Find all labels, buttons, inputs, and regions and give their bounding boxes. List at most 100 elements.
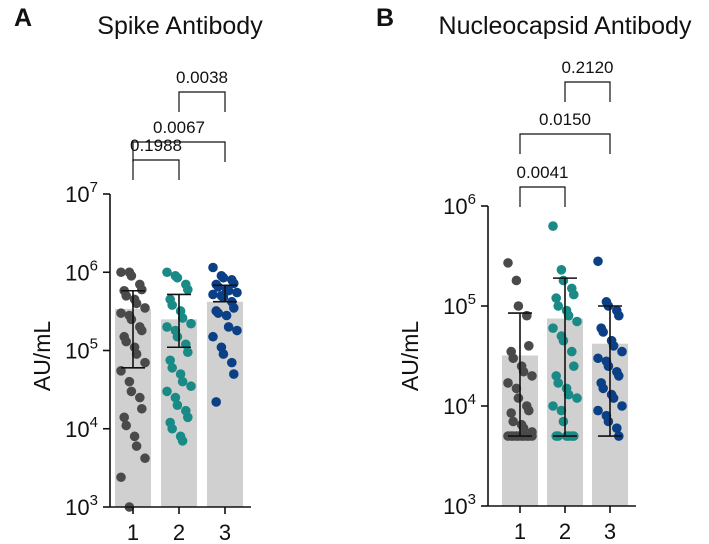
data-point xyxy=(183,284,193,295)
data-point xyxy=(213,282,223,292)
y-tick-label: 106 xyxy=(443,191,476,219)
data-point xyxy=(598,327,608,337)
data-point xyxy=(569,361,579,372)
data-point xyxy=(175,369,186,379)
data-point xyxy=(524,405,534,416)
data-point xyxy=(503,378,513,388)
data-point xyxy=(170,392,181,403)
data-point xyxy=(121,420,131,431)
p-value-label: 0.0150 xyxy=(539,110,591,129)
data-point xyxy=(137,325,147,336)
data-point xyxy=(603,416,614,427)
panel-a-plot: 103 104 105 106 107 1 2 3 0.1988 0.0038 0.0067 xyxy=(65,68,251,544)
data-point xyxy=(508,353,518,364)
data-point xyxy=(593,353,603,364)
data-point xyxy=(548,401,558,411)
comparison-bracket xyxy=(178,91,226,112)
data-point xyxy=(126,271,137,281)
data-point xyxy=(524,340,534,351)
data-point xyxy=(162,322,172,332)
data-point xyxy=(140,303,150,313)
data-point xyxy=(563,310,574,321)
panel-b-ylabel: AU/mL xyxy=(397,321,423,392)
data-point xyxy=(177,313,188,323)
data-point xyxy=(131,298,142,309)
data-point xyxy=(503,258,513,268)
data-point xyxy=(572,393,582,403)
data-point xyxy=(232,287,242,298)
data-point xyxy=(572,316,582,327)
p-value-label: 0.1988 xyxy=(130,136,182,155)
data-point xyxy=(598,383,608,394)
data-point xyxy=(506,408,516,418)
data-point xyxy=(513,393,524,403)
data-point xyxy=(617,346,627,357)
data-point xyxy=(558,335,569,346)
comparison-bracket xyxy=(132,141,226,162)
data-point xyxy=(167,423,177,434)
data-point xyxy=(129,431,140,442)
data-point xyxy=(518,423,529,433)
data-point xyxy=(116,267,126,278)
data-point xyxy=(119,412,129,423)
data-point xyxy=(614,371,624,381)
data-point xyxy=(551,293,561,303)
data-point xyxy=(223,322,234,332)
data-point xyxy=(548,323,558,333)
data-point xyxy=(208,331,218,342)
x-tick-label: 2 xyxy=(559,519,571,544)
data-point xyxy=(518,366,529,377)
x-tick-label: 2 xyxy=(173,520,185,544)
y-tick-label: 107 xyxy=(65,179,98,207)
data-point xyxy=(603,361,614,372)
x-tick-label: 1 xyxy=(127,520,139,544)
panel-b-title: Nucleocapsid Antibody xyxy=(439,12,692,40)
data-point xyxy=(593,405,603,416)
data-point xyxy=(162,267,172,278)
panel-a-ylabel: AU/mL xyxy=(29,321,55,392)
data-point xyxy=(137,284,147,295)
data-point xyxy=(177,376,188,387)
data-point xyxy=(177,436,188,446)
comparison-bracket xyxy=(519,133,611,154)
data-point xyxy=(508,416,518,427)
data-point xyxy=(608,393,619,403)
data-point xyxy=(229,369,239,379)
data-point xyxy=(186,381,196,391)
data-point xyxy=(617,401,627,411)
data-point xyxy=(211,397,221,407)
data-point xyxy=(167,300,177,310)
data-point xyxy=(614,310,624,321)
data-point xyxy=(137,403,147,414)
data-point xyxy=(186,318,196,329)
data-point xyxy=(218,349,229,359)
data-point xyxy=(567,346,577,357)
p-value-label: 0.0067 xyxy=(153,118,205,137)
y-tick-label: 104 xyxy=(443,391,476,419)
comparison-bracket xyxy=(519,186,566,207)
y-tick-label: 105 xyxy=(65,336,98,364)
data-point xyxy=(553,301,563,311)
data-point xyxy=(232,325,242,336)
data-point xyxy=(221,310,232,321)
data-point xyxy=(165,355,175,366)
data-point xyxy=(126,386,137,397)
data-point xyxy=(513,301,524,311)
data-point xyxy=(612,423,622,433)
data-point xyxy=(223,285,234,296)
data-point xyxy=(116,308,126,318)
x-tick-label: 3 xyxy=(219,520,231,544)
data-point xyxy=(527,371,537,381)
data-point xyxy=(556,265,567,275)
data-point xyxy=(553,378,563,388)
data-point xyxy=(218,272,229,283)
x-tick-label: 1 xyxy=(514,519,526,544)
p-value-label: 0.2120 xyxy=(562,58,614,77)
data-point xyxy=(218,292,229,302)
data-point xyxy=(172,400,183,410)
data-point xyxy=(172,272,183,283)
x-tick-label: 3 xyxy=(604,519,616,544)
data-point xyxy=(208,289,218,300)
data-point xyxy=(183,347,193,358)
